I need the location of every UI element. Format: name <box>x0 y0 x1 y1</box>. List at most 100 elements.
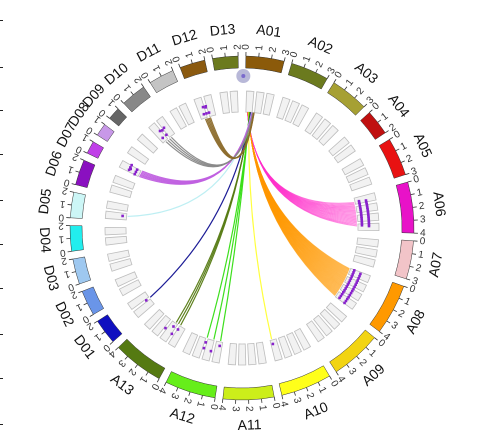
tick-a01 <box>271 54 273 59</box>
tick-label: 2 <box>61 184 69 196</box>
tick-d06 <box>80 158 85 161</box>
point-d07 <box>134 170 138 174</box>
tick-d01 <box>93 320 98 324</box>
tick-d02 <box>89 314 94 317</box>
tick-label: 0 <box>100 342 112 354</box>
tick-label: 0 <box>84 124 95 136</box>
tick-label: 2 <box>304 391 316 401</box>
track-cell-d02 <box>118 279 142 297</box>
tick-d07 <box>89 139 94 143</box>
tick-label: 2 <box>163 57 175 67</box>
point-a06 <box>366 206 369 210</box>
ideogram-a01 <box>245 55 285 74</box>
point-a06 <box>360 223 364 227</box>
point-a06 <box>365 204 369 208</box>
tick-label: 1 <box>257 404 269 411</box>
point-a08 <box>346 283 350 286</box>
tick-label: 4 <box>278 400 290 408</box>
ideogram-d06 <box>75 159 96 188</box>
tick-label: 1 <box>58 233 65 244</box>
point-d12 <box>201 105 205 109</box>
track-cell-d01 <box>127 291 150 311</box>
track-cell-a01 <box>245 90 255 113</box>
edge-tick <box>0 334 3 335</box>
track-cell-d06 <box>109 184 133 199</box>
tick-d05 <box>69 191 74 193</box>
tick-d02 <box>78 290 83 294</box>
tick-a07 <box>409 266 414 268</box>
point-a06 <box>367 213 370 217</box>
point-a08 <box>354 283 357 287</box>
tick-label: 3 <box>326 65 339 76</box>
point-a06 <box>366 210 370 213</box>
tick-a12 <box>175 387 179 392</box>
tick-label: 2 <box>387 122 398 134</box>
point-d10 <box>161 129 164 132</box>
point-a06 <box>359 208 362 212</box>
tick-label: 0 <box>58 211 65 222</box>
tick-a08 <box>386 320 391 324</box>
tick-a01 <box>283 57 286 62</box>
point-a06 <box>360 215 363 218</box>
ideogram-a06 <box>395 181 415 234</box>
track-cell-a05 <box>341 158 365 176</box>
tick-a05 <box>405 172 410 175</box>
chrom-label-d06: D06 <box>42 149 66 179</box>
point-a06 <box>367 219 371 222</box>
edge-tick <box>0 110 3 111</box>
ideogram-d04 <box>69 225 84 252</box>
tick-label: 1 <box>367 348 379 360</box>
tick-label: 3 <box>410 166 419 178</box>
ideogram-d07 <box>86 141 104 159</box>
chrom-label-d12: D12 <box>170 26 199 49</box>
tick-label: 1 <box>74 301 84 314</box>
point-a06 <box>360 220 364 224</box>
track-cell-a12 <box>201 338 215 362</box>
tick-d10 <box>140 83 144 88</box>
link-a13 <box>175 112 252 323</box>
track-cell-d08 <box>126 146 150 165</box>
point-a06 <box>357 199 361 203</box>
point-a06 <box>367 217 370 220</box>
tick-label: 1 <box>416 187 424 199</box>
tick-label: 1 <box>184 50 196 59</box>
tick-a12 <box>163 382 167 387</box>
tick-d06 <box>71 183 76 186</box>
track-cell-a11 <box>238 343 247 366</box>
tick-label: 1 <box>301 54 313 64</box>
tick-label: 1 <box>402 296 412 308</box>
edge-tick <box>0 288 3 289</box>
point-a12 <box>209 349 213 353</box>
tick-a08 <box>398 297 403 301</box>
track-cell-d11 <box>169 107 188 130</box>
point-a08 <box>357 276 360 280</box>
chrom-label-a12: A12 <box>168 404 197 427</box>
ideogram-a13 <box>117 338 166 380</box>
point-d07 <box>133 172 137 176</box>
point-a12 <box>204 341 208 344</box>
point-a06 <box>358 201 361 205</box>
tick-label: 1 <box>417 249 425 261</box>
chrom-label-d02: D02 <box>52 299 78 329</box>
tick-label: 0 <box>392 129 403 142</box>
track-cell-a04 <box>328 136 350 157</box>
point-a08 <box>342 291 345 294</box>
point-a08 <box>359 272 362 276</box>
chrom-label-a05: A05 <box>411 131 436 161</box>
tick-label: 2 <box>181 396 193 405</box>
tick-label: 0 <box>288 50 300 59</box>
tick-label: 0 <box>97 106 109 118</box>
tick-label: 3 <box>291 396 303 405</box>
point-a08 <box>348 293 352 297</box>
point-a12 <box>202 346 206 350</box>
tick-a10 <box>329 375 332 380</box>
edge-tick <box>0 154 3 155</box>
point-a06 <box>358 204 362 208</box>
point-a08 <box>350 289 354 293</box>
chrom-label-d13: D13 <box>209 20 236 38</box>
tick-label: 4 <box>156 385 169 395</box>
tick-a03 <box>363 103 368 108</box>
track-cell-d05 <box>105 200 129 212</box>
chrom-label-d05: D05 <box>35 187 54 215</box>
point-a08 <box>350 275 354 278</box>
